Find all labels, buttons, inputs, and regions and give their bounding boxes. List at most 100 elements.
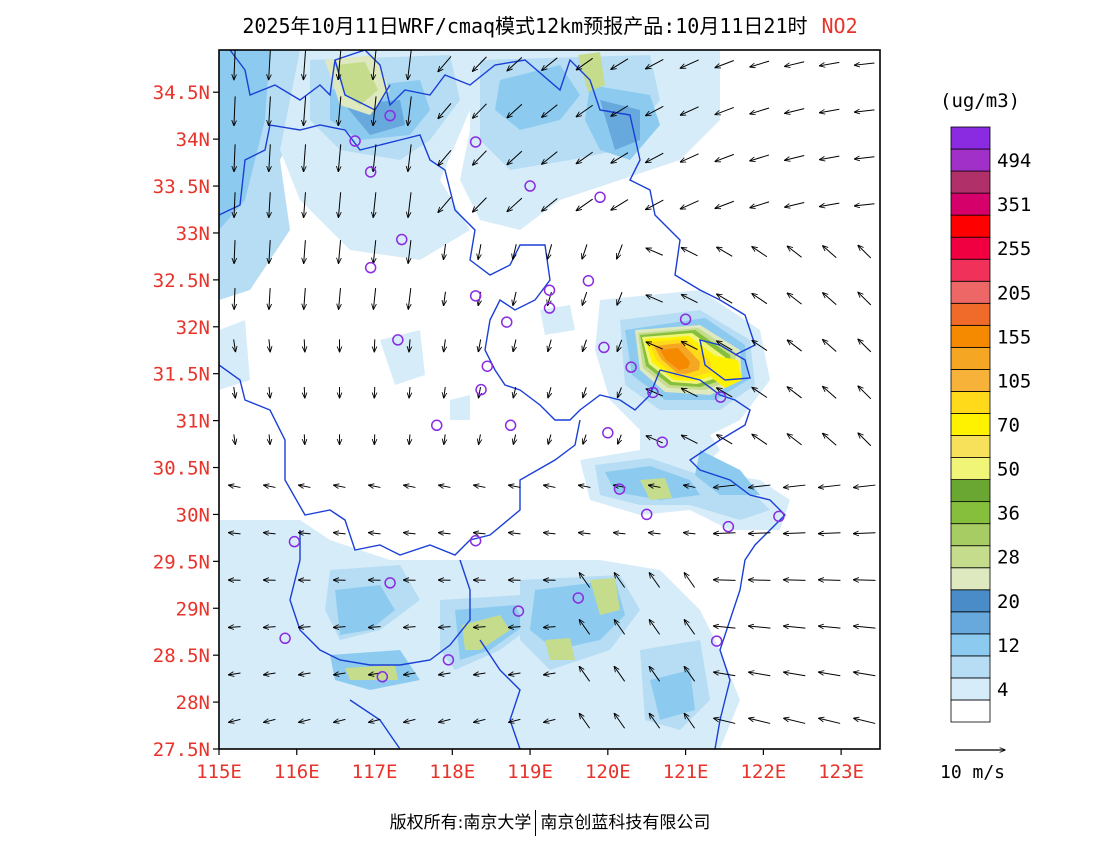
wind-arrow	[269, 144, 271, 171]
station-marker	[504, 419, 517, 432]
wind-arrow	[438, 196, 452, 212]
wind-arrow	[576, 151, 593, 164]
colorbar-swatch	[950, 545, 991, 569]
wind-arrow	[576, 104, 593, 117]
wind-arrow	[299, 485, 311, 487]
wind-arrow	[680, 153, 699, 162]
wind-arrow	[269, 288, 270, 309]
wind-arrow	[684, 713, 696, 729]
colorbar-label: 20	[997, 591, 1020, 613]
lon-label: 123E	[818, 761, 864, 783]
wind-arrow	[234, 240, 235, 263]
station-marker	[656, 436, 669, 448]
wind-arrow	[787, 246, 802, 258]
wind-arrow	[409, 339, 410, 351]
station-marker	[469, 136, 482, 148]
lat-label: 28.5N	[153, 645, 210, 667]
wind-arrow	[509, 485, 521, 487]
wind-arrow	[369, 485, 381, 487]
wind-arrow	[408, 50, 412, 80]
lon-label: 115E	[196, 761, 242, 783]
lon-label: 116E	[274, 761, 320, 783]
colorbar-swatch	[950, 589, 991, 613]
colorbar-swatch	[950, 148, 991, 172]
wind-arrow	[611, 105, 629, 116]
wind-arrow	[542, 104, 558, 118]
wind-arrow	[444, 434, 445, 444]
wind-arrow	[299, 673, 311, 675]
wind-arrow	[583, 339, 587, 352]
wind-arrow	[582, 244, 588, 259]
footer-copyright: 版权所有:南京大学	[389, 813, 532, 833]
colorbar-swatch	[950, 126, 991, 150]
station-marker	[469, 290, 482, 302]
station-marker	[384, 577, 396, 589]
wind-arrow	[855, 110, 875, 112]
wind-arrow	[614, 713, 626, 729]
wind-arrow	[229, 485, 241, 487]
wind-arrow	[617, 244, 623, 259]
lon-label: 118E	[429, 761, 475, 783]
wind-arrow	[855, 204, 875, 206]
wind-arrow	[438, 103, 452, 118]
station-marker	[395, 233, 408, 246]
wind-arrow	[507, 56, 523, 70]
wind-arrow	[338, 50, 341, 80]
wind-arrow	[858, 433, 872, 447]
wind-arrow	[681, 341, 698, 351]
wind-arrow	[684, 620, 696, 635]
wind-arrow	[853, 626, 876, 628]
station-marker	[598, 341, 610, 354]
wind-arrow	[614, 573, 626, 588]
wind-arrow	[234, 50, 235, 79]
colorbar-label: 36	[997, 503, 1020, 525]
wind-arrow	[680, 59, 699, 68]
footer-company: 南京创蓝科技有限公司	[540, 813, 711, 833]
lat-label: 32.5N	[153, 270, 210, 292]
station-marker	[430, 419, 443, 432]
wind-arrow	[299, 533, 311, 534]
wind-scale: 10 m/s	[940, 750, 1005, 783]
wind-arrow	[544, 485, 556, 487]
station-marker	[384, 109, 396, 122]
wind-arrow	[334, 485, 346, 487]
wind-arrow	[269, 240, 270, 263]
wind-arrow	[334, 533, 346, 534]
colorbar-swatch	[950, 677, 991, 701]
wind-arrow	[548, 387, 551, 397]
wind-arrow	[513, 434, 515, 445]
wind-arrow	[713, 580, 736, 581]
wind-arrow	[649, 667, 661, 682]
wind-arrow	[229, 533, 241, 534]
wind-arrow	[748, 580, 771, 581]
station-marker	[524, 180, 536, 192]
wind-arrow	[304, 434, 305, 444]
lat-label: 34.5N	[153, 82, 210, 104]
wind-arrow	[717, 435, 733, 445]
wind-arrow	[474, 627, 486, 628]
wind-arrow	[818, 580, 841, 581]
wind-arrow	[473, 197, 487, 212]
wind-arrow	[404, 485, 416, 487]
wind-arrow	[513, 291, 516, 306]
wind-arrow	[785, 155, 805, 161]
wind-arrow	[334, 673, 346, 675]
wind-arrow	[408, 240, 411, 263]
wind-arrow	[338, 192, 340, 217]
wind-arrow	[714, 672, 736, 677]
wind-arrow	[579, 485, 591, 487]
colorbar-swatch	[950, 192, 991, 216]
wind-vectors	[229, 50, 876, 729]
wind-arrow	[823, 387, 837, 399]
station-marker	[679, 313, 692, 326]
station-marker	[512, 605, 525, 617]
wind-arrow	[858, 245, 872, 259]
wind-arrow	[544, 627, 556, 628]
wind-arrow	[752, 434, 768, 445]
station-marker	[543, 302, 556, 314]
map-title: 2025年10月11日WRF/cmaq模式12km预报产品:10月11日21时 N…	[0, 10, 1100, 39]
wind-arrow	[576, 198, 593, 211]
wind-arrow	[783, 580, 806, 581]
wind-arrow	[303, 50, 305, 80]
wind-arrow	[749, 626, 771, 628]
